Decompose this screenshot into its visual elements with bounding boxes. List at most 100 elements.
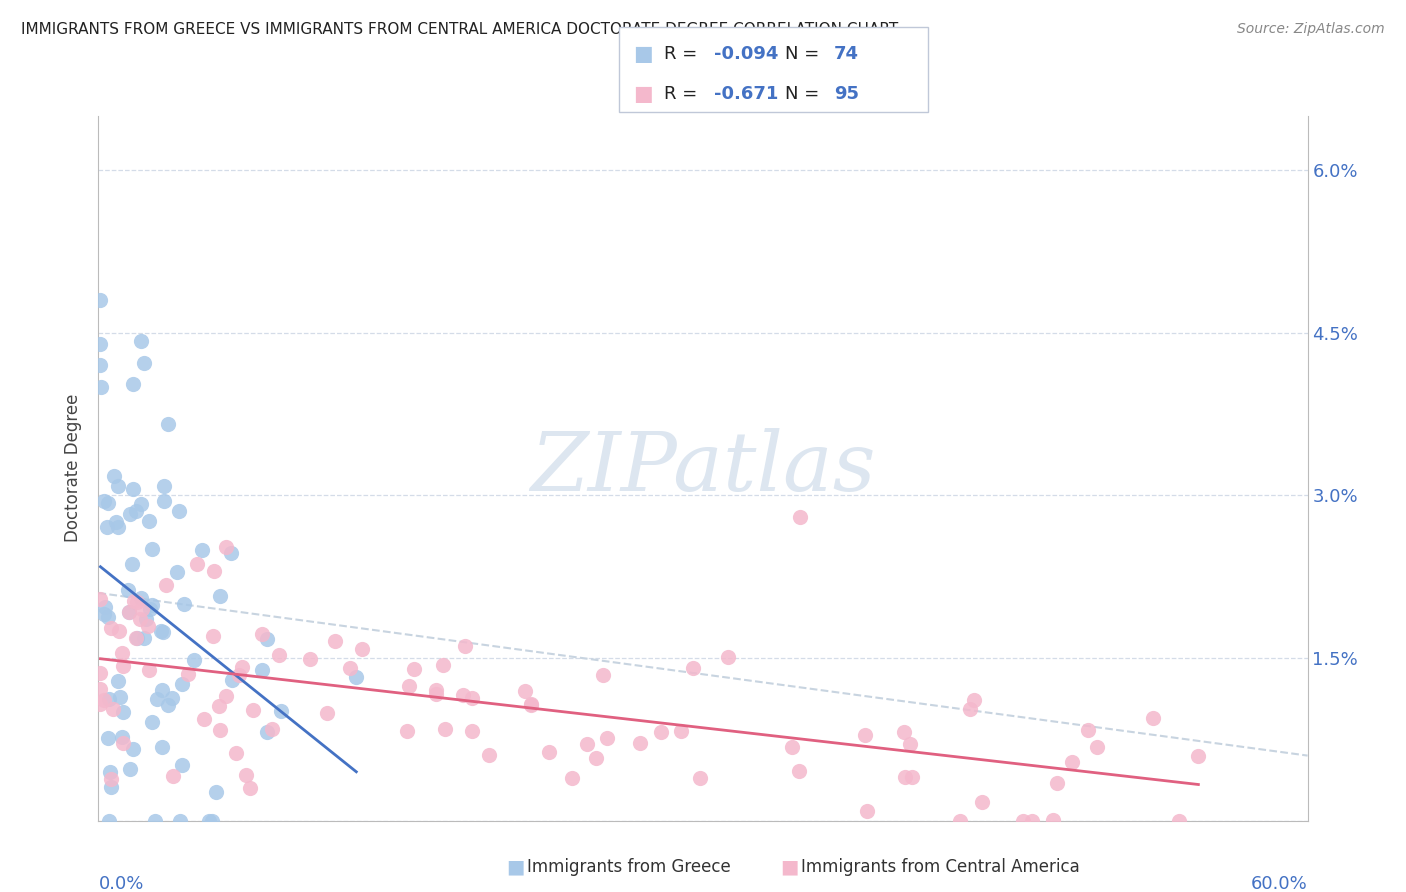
Point <box>202 564 225 578</box>
Point <box>131 334 153 348</box>
Point <box>93 494 115 508</box>
Point <box>120 762 142 776</box>
Point <box>129 497 152 511</box>
Point <box>107 479 129 493</box>
Point <box>117 582 139 597</box>
Point <box>169 504 191 518</box>
Point <box>125 503 148 517</box>
Point <box>207 698 229 713</box>
Point <box>107 674 129 689</box>
Point <box>90 380 112 394</box>
Point <box>209 589 232 603</box>
Point <box>231 659 253 673</box>
Point <box>149 624 172 638</box>
Point <box>96 519 118 533</box>
Point <box>150 682 173 697</box>
Point <box>1021 814 1043 828</box>
Point <box>132 631 155 645</box>
Point <box>434 722 457 736</box>
Point <box>215 689 238 703</box>
Point <box>270 704 292 718</box>
Point <box>120 507 142 521</box>
Point <box>299 651 322 665</box>
Point <box>111 659 134 673</box>
Point <box>256 632 278 646</box>
Point <box>628 736 651 750</box>
Point <box>100 621 122 635</box>
Point <box>103 702 125 716</box>
Point <box>94 599 117 614</box>
Point <box>520 697 543 711</box>
Text: ZIPatlas: ZIPatlas <box>530 428 876 508</box>
Point <box>166 565 188 579</box>
Point <box>125 632 148 646</box>
Point <box>121 557 143 571</box>
Point <box>93 607 115 621</box>
Point <box>963 693 986 707</box>
Point <box>110 690 132 705</box>
Text: 95: 95 <box>834 85 859 103</box>
Point <box>105 515 128 529</box>
Point <box>461 724 484 739</box>
Point <box>1168 814 1191 828</box>
Point <box>138 663 160 677</box>
Point <box>855 804 877 818</box>
Point <box>561 772 583 786</box>
Point <box>139 602 162 616</box>
Point <box>135 612 157 626</box>
Point <box>205 785 228 799</box>
Point <box>121 482 143 496</box>
Point <box>396 724 419 739</box>
Point <box>107 520 129 534</box>
Point <box>193 712 215 726</box>
Point <box>89 359 111 373</box>
Point <box>173 597 195 611</box>
Point <box>169 814 191 828</box>
Text: R =: R = <box>664 45 703 62</box>
Text: N =: N = <box>785 85 824 103</box>
Point <box>111 705 134 719</box>
Point <box>453 688 475 702</box>
Point <box>221 673 243 687</box>
Point <box>177 666 200 681</box>
Point <box>1062 755 1084 769</box>
Point <box>787 764 810 779</box>
Point <box>122 376 145 391</box>
Point <box>250 627 273 641</box>
Point <box>162 769 184 783</box>
Text: R =: R = <box>664 85 703 103</box>
Point <box>160 691 183 706</box>
Point <box>146 691 169 706</box>
Point <box>141 598 163 612</box>
Point <box>970 795 993 809</box>
Point <box>100 772 122 786</box>
Point <box>153 479 176 493</box>
Point <box>97 814 120 828</box>
Point <box>183 653 205 667</box>
Point <box>789 510 811 524</box>
Point <box>141 541 163 556</box>
Text: Immigrants from Central America: Immigrants from Central America <box>801 858 1080 876</box>
Point <box>537 745 560 759</box>
Point <box>97 496 120 510</box>
Point <box>128 612 150 626</box>
Point <box>201 814 224 828</box>
Point <box>1042 813 1064 827</box>
Text: Source: ZipAtlas.com: Source: ZipAtlas.com <box>1237 22 1385 37</box>
Point <box>853 728 876 742</box>
Text: N =: N = <box>785 45 824 62</box>
Point <box>89 293 111 308</box>
Point <box>118 605 141 619</box>
Point <box>898 737 921 751</box>
Point <box>97 691 120 706</box>
Point <box>432 658 454 673</box>
Point <box>100 780 122 794</box>
Point <box>103 469 125 483</box>
Point <box>267 648 290 662</box>
Point <box>209 723 232 738</box>
Point <box>150 740 173 755</box>
Point <box>143 814 166 828</box>
Point <box>404 662 426 676</box>
Text: ■: ■ <box>780 857 799 877</box>
Point <box>894 770 917 784</box>
